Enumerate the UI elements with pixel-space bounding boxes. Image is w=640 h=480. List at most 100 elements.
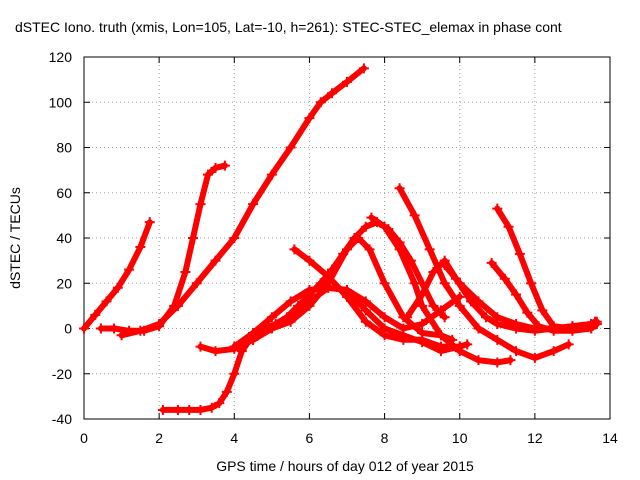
series-line <box>368 214 514 366</box>
data-point <box>548 346 559 357</box>
data-point <box>323 282 334 293</box>
series <box>79 217 155 334</box>
y-tick-label: 60 <box>56 185 72 201</box>
data-point <box>101 296 112 307</box>
data-point <box>586 321 597 332</box>
data-point <box>473 323 484 334</box>
data-point <box>172 300 183 311</box>
series-layer <box>79 63 602 415</box>
data-point <box>514 248 525 259</box>
data-point <box>187 233 198 243</box>
y-tick-label: 40 <box>56 230 72 246</box>
data-point <box>533 321 544 332</box>
data-point <box>195 199 206 210</box>
data-point <box>454 278 465 289</box>
data-point <box>360 305 371 316</box>
data-point <box>499 273 510 284</box>
data-point <box>219 160 230 171</box>
data-point <box>398 330 409 341</box>
data-point <box>492 334 503 345</box>
data-point <box>109 323 120 334</box>
data-point <box>172 404 183 415</box>
x-tick-label: 4 <box>230 430 238 446</box>
data-point <box>285 312 296 323</box>
data-point <box>229 233 240 243</box>
data-point <box>503 221 514 232</box>
x-tick-label: 10 <box>452 430 468 446</box>
data-point <box>191 278 202 289</box>
data-point <box>266 169 277 180</box>
y-tick-label: 0 <box>64 321 72 337</box>
data-point <box>462 339 473 350</box>
y-tick-label: 100 <box>49 94 73 110</box>
data-point <box>417 289 428 300</box>
data-point <box>285 142 296 153</box>
data-point <box>248 199 259 210</box>
series-line <box>118 65 367 339</box>
data-point <box>342 244 352 255</box>
data-point <box>379 323 390 334</box>
data-point <box>323 271 334 282</box>
data-point <box>353 233 364 243</box>
data-point <box>454 346 465 357</box>
data-point <box>379 312 390 323</box>
data-point <box>210 255 221 266</box>
data-point <box>486 257 497 268</box>
data-point <box>481 312 492 323</box>
data-point <box>454 300 465 311</box>
data-point <box>180 266 191 277</box>
data-point <box>124 264 135 275</box>
series <box>492 203 602 334</box>
data-point <box>394 183 405 194</box>
data-point <box>304 285 315 296</box>
data-point <box>315 97 326 108</box>
data-point <box>304 255 315 266</box>
data-point <box>492 203 503 214</box>
data-point <box>563 339 574 350</box>
data-point <box>358 63 369 74</box>
data-point <box>210 346 221 357</box>
y-tick-label: -40 <box>52 411 72 427</box>
data-point <box>511 289 522 300</box>
grid <box>84 57 610 419</box>
data-point <box>435 305 446 316</box>
data-point <box>473 355 484 366</box>
y-tick-label: 80 <box>56 140 72 156</box>
data-point <box>95 323 106 334</box>
data-point <box>79 323 89 334</box>
data-point <box>364 244 375 255</box>
data-point <box>591 316 602 327</box>
data-point <box>195 404 206 415</box>
data-point <box>473 296 484 307</box>
data-point <box>439 278 450 289</box>
data-point <box>492 357 503 368</box>
data-point <box>511 346 522 357</box>
data-point <box>210 162 221 173</box>
data-point <box>360 221 371 232</box>
data-point <box>428 300 439 311</box>
data-point <box>529 352 540 363</box>
data-point <box>326 88 337 99</box>
data-point <box>184 404 195 415</box>
data-point <box>360 316 371 327</box>
data-point <box>511 318 522 329</box>
plot-frame <box>83 56 611 420</box>
data-point <box>417 318 428 329</box>
data-point <box>144 217 155 228</box>
data-point <box>135 325 146 336</box>
data-point <box>492 312 503 323</box>
series <box>116 63 369 341</box>
y-axis-label: dSTEC / TECUs <box>7 187 23 289</box>
data-point <box>304 113 315 124</box>
x-tick-label: 12 <box>527 430 543 446</box>
data-point <box>304 296 315 307</box>
data-point <box>439 312 450 323</box>
data-point <box>266 312 277 323</box>
data-point <box>360 296 371 307</box>
data-point <box>154 318 165 329</box>
data-point <box>428 266 439 277</box>
data-point <box>342 285 352 296</box>
x-tick-label: 2 <box>155 430 163 446</box>
data-point <box>379 221 390 232</box>
data-point <box>409 210 420 221</box>
